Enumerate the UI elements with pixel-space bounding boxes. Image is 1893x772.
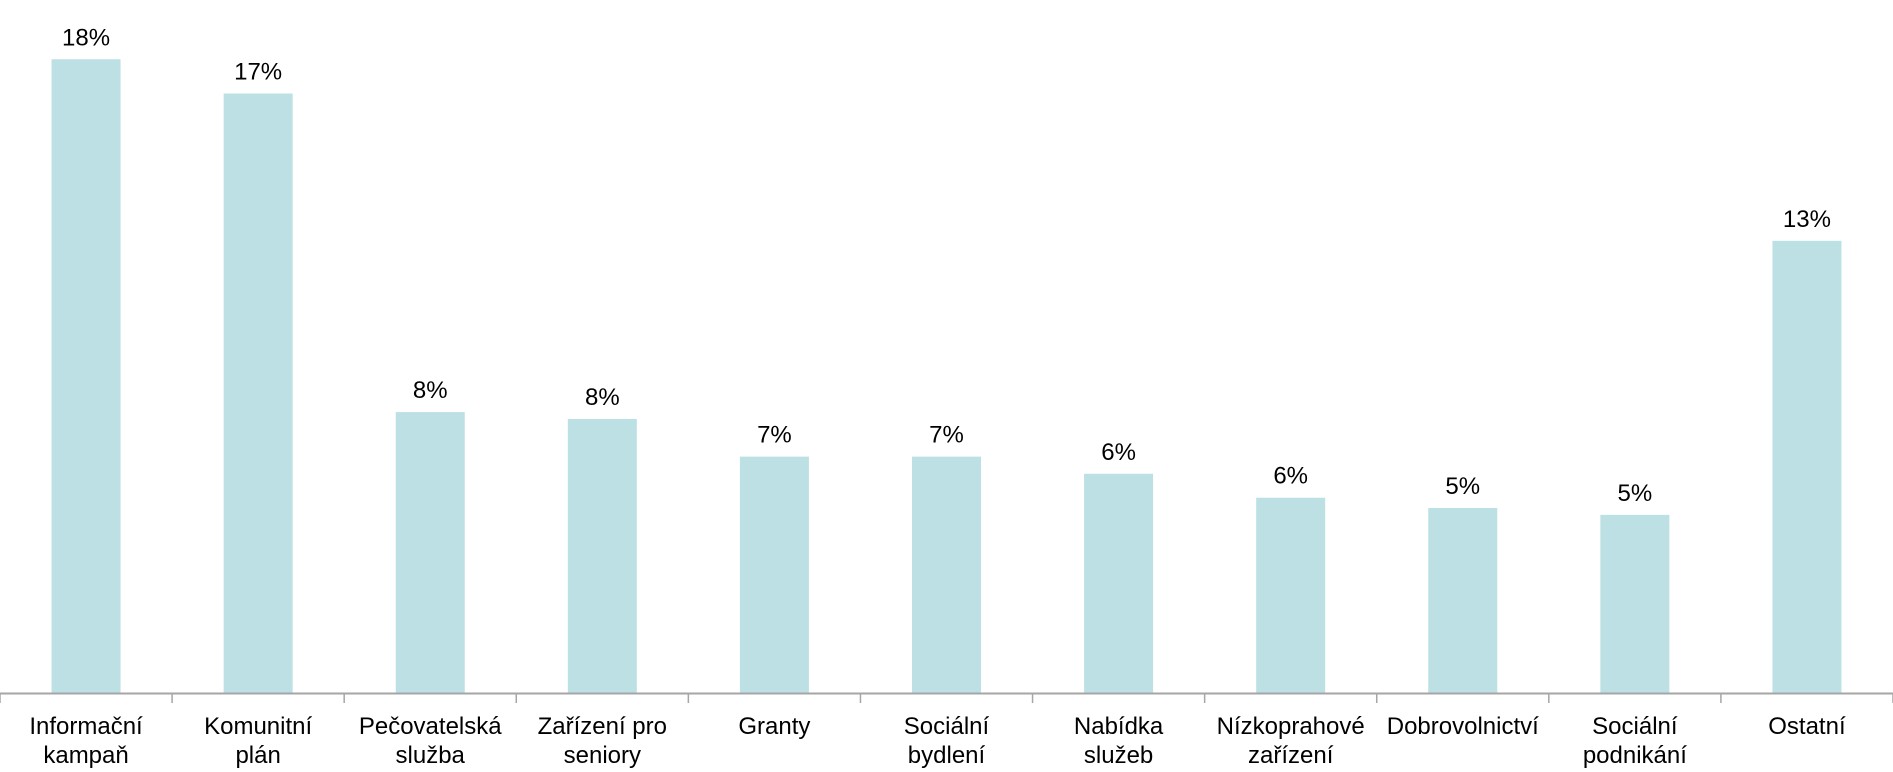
bar — [395, 412, 465, 693]
x-tick-label-line: zařízení — [1248, 742, 1334, 769]
x-tick-label: Nabídka služeb — [1074, 713, 1164, 769]
x-axis — [0, 692, 1893, 703]
data-label: 7% — [757, 422, 792, 449]
x-tick-label-line: Dobrovolnictví — [1387, 713, 1539, 740]
bar — [1428, 508, 1498, 693]
bars-group — [51, 59, 1842, 693]
x-tick-label: Granty — [738, 713, 810, 740]
data-label: 13% — [1783, 206, 1831, 233]
data-labels-group: 18% 17% 8% 8% 7% 7% 6% 6% 5% 5% 13% — [62, 24, 1831, 507]
x-tick-label-line: služeb — [1084, 742, 1153, 769]
x-tick-label: Pečovatelská služba — [359, 713, 502, 769]
data-label: 5% — [1618, 480, 1653, 507]
x-tick-label: Informační kampaň — [29, 713, 143, 769]
bar — [1772, 240, 1842, 693]
x-tick-label: Ostatní — [1768, 713, 1846, 740]
data-label: 5% — [1445, 473, 1480, 500]
bar — [1600, 514, 1670, 693]
x-tick-label: Dobrovolnictví — [1387, 713, 1539, 740]
bar — [1084, 473, 1154, 693]
bar — [912, 456, 981, 693]
x-tick-label-line: Nabídka — [1074, 713, 1164, 740]
x-tick-label-line: služba — [396, 742, 466, 769]
x-tick-label-line: bydlení — [908, 742, 986, 769]
x-tick-label: Sociální podnikání — [1583, 713, 1687, 769]
data-label: 17% — [234, 59, 282, 86]
x-tick-label-line: Ostatní — [1768, 713, 1846, 740]
data-label: 6% — [1273, 463, 1308, 490]
bar — [223, 93, 293, 693]
x-tick-label-line: seniory — [564, 742, 641, 769]
x-tick-label: Nízkoprahové zařízení — [1217, 713, 1365, 769]
x-tick-labels-group: Informační kampaň Komunitní plán Pečovatelsk… — [29, 713, 1846, 769]
x-tick-label-line: Informační — [29, 713, 143, 740]
x-tick-label: Komunitní plán — [204, 713, 312, 769]
data-label: 7% — [929, 422, 964, 449]
data-label: 8% — [585, 384, 620, 411]
x-tick-label-line: Pečovatelská — [359, 713, 502, 740]
x-tick-label-line: Sociální — [1592, 713, 1678, 740]
x-tick-label-line: plán — [235, 742, 280, 769]
x-tick-label-line: Granty — [738, 713, 810, 740]
x-tick-label: Zařízení pro seniory — [538, 713, 667, 769]
data-label: 8% — [413, 377, 448, 404]
x-tick-label-line: podnikání — [1583, 742, 1687, 769]
x-tick-label-line: kampaň — [43, 742, 128, 769]
bar — [1256, 497, 1326, 693]
x-tick-label-line: Nízkoprahové — [1217, 713, 1365, 740]
bar — [567, 418, 637, 693]
data-label: 18% — [62, 24, 110, 51]
data-label: 6% — [1101, 439, 1136, 466]
bar — [739, 456, 809, 693]
x-tick-label-line: Zařízení pro — [538, 713, 667, 740]
x-tick-label-line: Komunitní — [204, 713, 312, 740]
bar — [51, 59, 121, 693]
x-tick-label-line: Sociální — [904, 713, 990, 740]
x-tick-label: Sociální bydlení — [904, 713, 990, 769]
